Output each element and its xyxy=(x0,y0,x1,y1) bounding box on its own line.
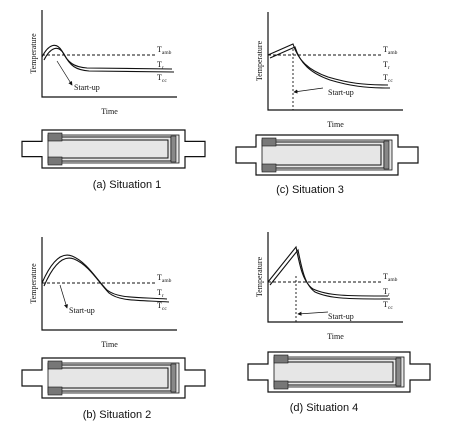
seal-top xyxy=(47,360,63,370)
subscript: amb xyxy=(388,50,398,56)
curve-label: Tr xyxy=(383,60,390,71)
symbol: T xyxy=(157,45,162,54)
subscript: amb xyxy=(388,277,398,283)
curve-cc xyxy=(43,47,175,73)
caption: (a) Situation 1 xyxy=(93,179,161,191)
piston xyxy=(383,140,390,170)
y-axis-label: Temperature xyxy=(29,33,38,74)
curve-label: Tcc xyxy=(157,73,167,84)
seal-top xyxy=(47,132,63,142)
curve-label: Tamb xyxy=(157,45,172,56)
cylinder xyxy=(21,357,206,399)
cylinder xyxy=(247,351,431,393)
start-label: Start-up xyxy=(328,312,354,321)
piston xyxy=(395,357,402,387)
symbol: T xyxy=(383,60,388,69)
curve-label: Tamb xyxy=(157,273,172,284)
symbol: T xyxy=(157,73,162,82)
x-axis-label: Time xyxy=(327,332,344,341)
x-axis-label: Time xyxy=(327,120,344,129)
symbol: T xyxy=(157,288,162,297)
curve-label: Tr xyxy=(157,288,164,299)
y-axis-label: Temperature xyxy=(29,263,38,304)
subscript: r xyxy=(162,65,164,71)
curve-label: Tamb xyxy=(383,45,398,56)
seal-bottom xyxy=(261,163,277,173)
seal-top xyxy=(273,354,289,364)
symbol: T xyxy=(383,272,388,281)
piston xyxy=(170,135,177,163)
curve-label: Tamb xyxy=(383,272,398,283)
start-label: Start-up xyxy=(328,88,354,97)
curve-cc xyxy=(269,46,391,89)
subscript: r xyxy=(388,292,390,298)
curve-r xyxy=(41,44,173,70)
subscript: amb xyxy=(162,50,172,56)
symbol: T xyxy=(157,60,162,69)
symbol: T xyxy=(383,287,388,296)
seal-bottom xyxy=(47,386,63,396)
seal-top xyxy=(261,137,277,147)
y-axis-label: Temperature xyxy=(255,40,264,81)
axes xyxy=(41,237,177,331)
subscript: cc xyxy=(162,78,167,84)
subscript: r xyxy=(388,65,390,71)
cylinder xyxy=(21,129,206,169)
seal-bottom xyxy=(47,156,63,166)
caption: (b) Situation 2 xyxy=(83,409,151,421)
y-axis-label: Temperature xyxy=(255,256,264,297)
symbol: T xyxy=(383,73,388,82)
curve-r xyxy=(267,245,389,297)
subscript: cc xyxy=(388,78,393,84)
curve-label: Tcc xyxy=(383,300,393,311)
piston xyxy=(170,363,177,393)
symbol: T xyxy=(383,300,388,309)
subscript: cc xyxy=(162,306,167,312)
symbol: T xyxy=(157,273,162,282)
start-label: Start-up xyxy=(74,83,100,92)
start-pointer xyxy=(56,60,73,86)
start-label: Start-up xyxy=(69,306,95,315)
curve-cc xyxy=(43,257,170,303)
cylinder xyxy=(235,134,419,176)
seal-bottom xyxy=(273,380,289,390)
x-axis-label: Time xyxy=(101,340,118,349)
curve-label: Tcc xyxy=(383,73,393,84)
axes xyxy=(267,12,403,111)
curve-label: Tr xyxy=(383,287,390,298)
start-pointer xyxy=(59,284,68,309)
bore xyxy=(47,134,180,164)
start-pointer xyxy=(293,87,324,94)
curve-label: Tcc xyxy=(157,301,167,312)
subscript: cc xyxy=(388,305,393,311)
start-pointer xyxy=(297,311,329,316)
curve-cc xyxy=(269,248,391,300)
caption: (c) Situation 3 xyxy=(276,184,344,196)
x-axis-label: Time xyxy=(101,107,118,116)
symbol: T xyxy=(383,45,388,54)
caption: (d) Situation 4 xyxy=(290,402,358,414)
curve-label: Tr xyxy=(157,60,164,71)
axes xyxy=(267,232,403,323)
subscript: amb xyxy=(162,278,172,284)
symbol: T xyxy=(157,301,162,310)
subscript: r xyxy=(162,293,164,299)
axes xyxy=(41,10,177,98)
